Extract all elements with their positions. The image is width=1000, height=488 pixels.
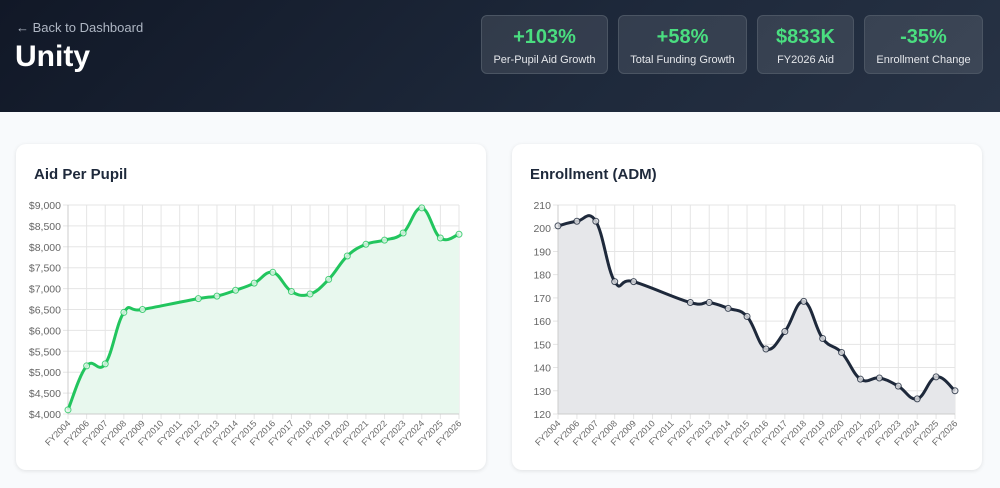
back-to-dashboard-link[interactable]: ← Back to Dashboard (16, 20, 144, 35)
data-point (418, 204, 426, 212)
data-point (819, 335, 827, 343)
aid-per-pupil-chart: $4,000 $4,500 $5,000 $5,500 $6,000 $6,500 $7,0… (29, 200, 464, 448)
data-point (913, 395, 921, 403)
y-tick-label: $8,000 (29, 242, 61, 254)
data-point (573, 217, 581, 225)
y-tick-label: 180 (533, 270, 551, 282)
data-point (287, 288, 295, 296)
chart-title: Enrollment (ADM) (530, 166, 657, 183)
data-point (894, 382, 902, 390)
page-title: Unity (15, 40, 90, 73)
chart-title: Aid Per Pupil (34, 166, 128, 183)
stat-per-pupil-aid-growth: +103% Per-Pupil Aid Growth (481, 15, 608, 74)
y-tick-label: 140 (533, 363, 551, 375)
data-point (120, 308, 128, 316)
data-point (932, 373, 940, 381)
y-tick-label: $7,500 (29, 263, 61, 275)
data-point (83, 362, 91, 370)
data-point (762, 345, 770, 353)
y-tick-label: 150 (533, 339, 551, 351)
stat-value: +103% (513, 26, 576, 48)
data-point (436, 234, 444, 242)
y-tick-label: 160 (533, 316, 551, 328)
area-fill (558, 215, 955, 414)
stat-fy2026-aid: $833K FY2026 Aid (757, 15, 854, 74)
y-tick-label: 130 (533, 386, 551, 398)
data-point (269, 268, 277, 276)
data-point (686, 299, 694, 307)
stat-value: $833K (776, 26, 835, 48)
y-tick-label: $8,500 (29, 221, 61, 233)
y-tick-label: 210 (533, 200, 551, 212)
data-point (630, 278, 638, 286)
y-tick-label: $9,000 (29, 200, 61, 212)
data-point (101, 360, 109, 368)
data-point (306, 290, 314, 298)
data-point (213, 292, 221, 300)
y-tick-label: $4,000 (29, 409, 61, 421)
data-point (743, 312, 751, 320)
data-point (399, 229, 407, 237)
stat-label: FY2026 Aid (777, 54, 834, 66)
data-point (362, 240, 370, 248)
data-point (724, 304, 732, 312)
enrollment-chart: 120130140150160170180190200210FY2004FY20… (533, 200, 959, 448)
data-point (705, 299, 713, 307)
y-tick-label: 200 (533, 223, 551, 235)
stat-total-funding-growth: +58% Total Funding Growth (618, 15, 747, 74)
aid-per-pupil-card: Aid Per Pupil $4,000 $4,500 $5,000 $5,500 $6… (16, 144, 486, 470)
data-point (325, 275, 333, 283)
data-point (64, 406, 72, 414)
stat-value: -35% (900, 26, 947, 48)
data-point (781, 328, 789, 336)
data-point (232, 286, 240, 294)
y-tick-label: $6,000 (29, 325, 61, 337)
stat-enrollment-change: -35% Enrollment Change (864, 15, 983, 74)
data-point (856, 375, 864, 383)
y-tick-label: $6,500 (29, 305, 61, 317)
stat-label: Total Funding Growth (630, 54, 735, 66)
data-point (194, 295, 202, 303)
data-point (381, 236, 389, 244)
data-point (343, 252, 351, 260)
area-fill (68, 207, 459, 414)
page-header: ← Back to Dashboard Unity +103% Per-Pupil… (0, 0, 1000, 112)
data-point (138, 306, 146, 313)
data-point (455, 230, 463, 238)
data-point (838, 348, 846, 356)
data-point (951, 387, 959, 395)
stat-label: Per-Pupil Aid Growth (493, 54, 596, 66)
stat-value: +58% (656, 26, 709, 48)
y-tick-label: $5,000 (29, 367, 61, 379)
stat-label: Enrollment Change (876, 54, 971, 66)
data-point (554, 222, 562, 230)
data-point (250, 279, 258, 287)
data-point (592, 217, 600, 225)
y-tick-label: 120 (533, 409, 551, 421)
y-tick-label: $5,500 (29, 346, 61, 358)
y-tick-label: $7,000 (29, 284, 61, 296)
y-tick-label: 190 (533, 246, 551, 258)
y-tick-label: $4,500 (29, 388, 61, 400)
data-point (611, 278, 619, 286)
data-point (800, 297, 808, 305)
data-point (875, 374, 883, 382)
enrollment-card: Enrollment (ADM) 120 130 140 150 160 170 180 19… (512, 144, 982, 470)
y-tick-label: 170 (533, 293, 551, 305)
